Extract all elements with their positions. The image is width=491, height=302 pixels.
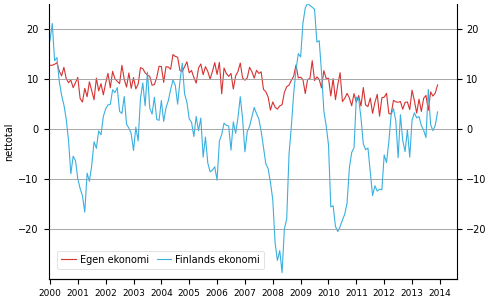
Egen ekonomi <box>47 64 53 67</box>
Finlands ekonomi <box>304 2 310 5</box>
Finlands ekonomi <box>159 99 164 102</box>
Finlands ekonomi <box>268 181 273 184</box>
Egen ekonomi <box>270 100 276 104</box>
Finlands ekonomi <box>47 39 53 43</box>
Line: Egen ekonomi: Egen ekonomi <box>50 55 437 116</box>
Egen ekonomi <box>182 65 188 69</box>
Finlands ekonomi <box>435 110 440 114</box>
Egen ekonomi <box>377 114 382 118</box>
Egen ekonomi <box>277 104 283 108</box>
Egen ekonomi <box>358 104 364 108</box>
Egen ekonomi <box>159 65 164 68</box>
Egen ekonomi <box>170 53 176 56</box>
Finlands ekonomi <box>360 142 366 146</box>
Finlands ekonomi <box>279 271 285 275</box>
Egen ekonomi <box>435 83 440 87</box>
Finlands ekonomi <box>117 110 123 113</box>
Line: Finlands ekonomi: Finlands ekonomi <box>50 3 437 273</box>
Finlands ekonomi <box>274 259 280 262</box>
Y-axis label: nettotal: nettotal <box>4 122 14 161</box>
Legend: Egen ekonomi, Finlands ekonomi: Egen ekonomi, Finlands ekonomi <box>57 251 264 269</box>
Egen ekonomi <box>117 82 123 85</box>
Finlands ekonomi <box>179 61 185 65</box>
